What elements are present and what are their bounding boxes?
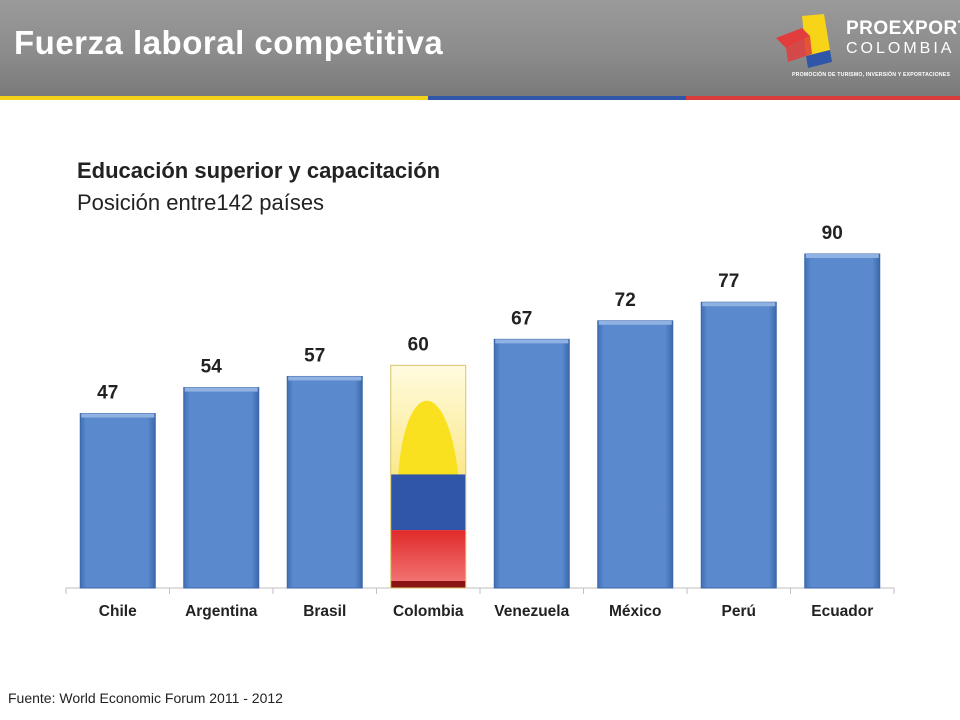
logo-mark-icon — [776, 14, 832, 68]
category-label: Venezuela — [494, 603, 569, 620]
logo-name-line1: PROEXPORT — [846, 18, 960, 39]
category-label: Chile — [99, 603, 137, 620]
value-label: 54 — [201, 357, 223, 378]
category-label: Argentina — [185, 603, 258, 620]
bar-perú — [700, 301, 777, 589]
value-label: 57 — [304, 345, 325, 366]
header-bar: Fuerza laboral competitiva PROEXPORT COL… — [0, 0, 960, 96]
value-label: 67 — [511, 308, 532, 329]
bar-chile — [79, 413, 156, 589]
category-label: Colombia — [393, 603, 464, 620]
bar-venezuela — [493, 338, 570, 589]
bar-colombia — [390, 364, 467, 589]
value-label: 90 — [822, 223, 843, 244]
value-label: 47 — [97, 383, 118, 404]
category-label: México — [609, 603, 662, 620]
chart-title: Educación superior y capacitación — [77, 158, 441, 183]
logo-tagline: PROMOCIÓN DE TURISMO, INVERSIÓN Y EXPORT… — [792, 72, 951, 78]
value-label: 60 — [408, 334, 429, 355]
bar-ecuador — [804, 253, 881, 589]
proexport-logo: PROEXPORT COLOMBIA PROMOCIÓN DE TURISMO,… — [772, 14, 960, 84]
stripe-yellow — [0, 96, 428, 100]
value-label: 77 — [718, 271, 739, 292]
value-label: 72 — [615, 290, 636, 311]
category-label: Perú — [722, 603, 756, 620]
bar-argentina — [183, 387, 260, 589]
category-label: Brasil — [303, 603, 346, 620]
source-note: Fuente: World Economic Forum 2011 - 2012 — [8, 690, 283, 706]
page-title: Fuerza laboral competitiva — [14, 24, 444, 61]
bar-brasil — [286, 375, 363, 589]
chart-subtitle: Posición entre142 países — [77, 190, 325, 215]
category-label: Ecuador — [811, 603, 873, 620]
stripe-blue — [428, 96, 686, 100]
logo-name-line2: COLOMBIA — [846, 40, 955, 57]
stripe-red — [686, 96, 960, 100]
bar-méxico — [597, 320, 674, 589]
